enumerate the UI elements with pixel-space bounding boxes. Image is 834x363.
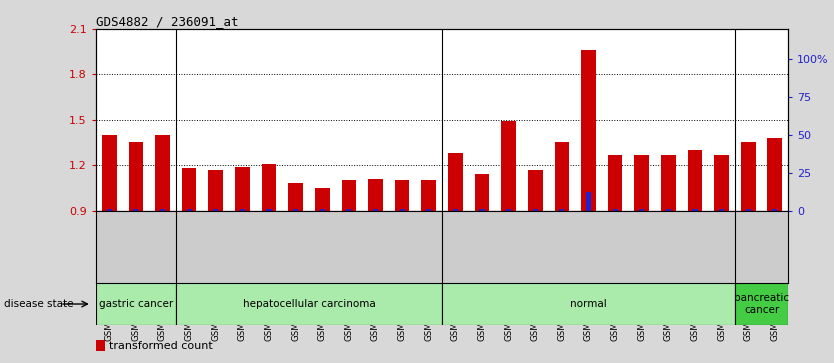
Bar	[687, 150, 702, 211]
Bar	[767, 138, 782, 211]
Bar	[182, 168, 197, 211]
Bar	[96, 340, 105, 351]
FancyBboxPatch shape	[442, 283, 735, 325]
Bar	[501, 121, 516, 211]
Bar	[608, 155, 622, 211]
Bar	[661, 155, 676, 211]
Text: hepatocellular carcinoma: hepatocellular carcinoma	[243, 299, 375, 309]
Bar	[235, 167, 249, 211]
Bar	[555, 142, 569, 211]
Bar	[399, 209, 404, 211]
Bar	[719, 209, 724, 211]
Bar	[319, 209, 324, 211]
FancyBboxPatch shape	[96, 283, 176, 325]
Bar	[187, 209, 192, 211]
Bar	[293, 209, 298, 211]
Bar	[155, 135, 170, 211]
Bar	[666, 209, 671, 211]
Bar	[560, 209, 565, 211]
Text: pancreatic
cancer: pancreatic cancer	[734, 293, 789, 315]
Bar	[266, 209, 272, 211]
Bar	[475, 174, 490, 211]
Bar	[346, 209, 351, 211]
Bar	[528, 170, 543, 211]
Bar	[581, 50, 595, 211]
Text: normal: normal	[570, 299, 607, 309]
Text: gastric cancer: gastric cancer	[98, 299, 173, 309]
Bar	[373, 209, 378, 211]
Bar	[394, 180, 409, 211]
Bar	[533, 209, 538, 211]
Bar	[341, 180, 356, 211]
Bar	[214, 209, 219, 211]
Text: transformed count: transformed count	[109, 341, 213, 351]
Bar	[639, 209, 644, 211]
Bar	[635, 155, 649, 211]
Bar	[453, 209, 458, 211]
Bar	[102, 135, 117, 211]
Bar	[586, 192, 591, 211]
Text: GDS4882 / 236091_at: GDS4882 / 236091_at	[96, 15, 239, 28]
FancyBboxPatch shape	[735, 283, 788, 325]
Bar	[421, 180, 436, 211]
Bar	[480, 209, 485, 211]
Bar	[262, 164, 276, 211]
Bar	[128, 142, 143, 211]
Bar	[368, 179, 383, 211]
Bar	[692, 209, 697, 211]
Bar	[426, 209, 431, 211]
Bar	[506, 209, 511, 211]
FancyBboxPatch shape	[176, 283, 442, 325]
Bar	[772, 209, 777, 211]
Bar	[133, 209, 138, 211]
Bar	[741, 142, 756, 211]
Bar	[289, 183, 303, 211]
Bar	[746, 209, 751, 211]
Bar	[208, 170, 223, 211]
Bar	[714, 155, 729, 211]
Bar	[612, 209, 618, 211]
Bar	[315, 188, 329, 211]
Bar	[240, 209, 245, 211]
Bar	[160, 209, 165, 211]
Text: disease state: disease state	[4, 299, 73, 309]
Bar	[448, 153, 463, 211]
Bar	[107, 209, 112, 211]
